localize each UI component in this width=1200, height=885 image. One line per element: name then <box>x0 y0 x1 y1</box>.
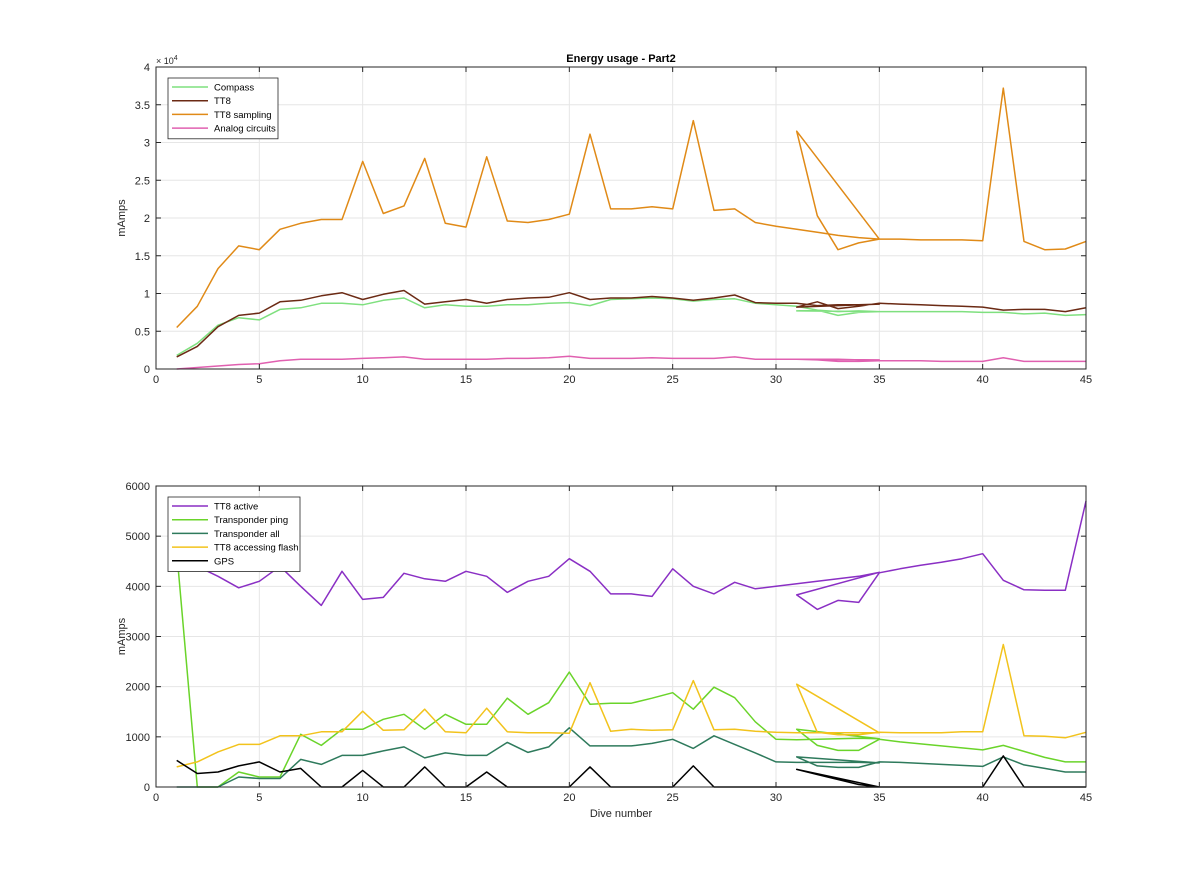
legend-entry: Compass <box>214 83 254 94</box>
x-tick-label: 0 <box>153 374 159 386</box>
x-tick-label: 40 <box>977 792 989 804</box>
series-line-4 <box>176 643 1087 768</box>
x-tick-label: 10 <box>357 374 369 386</box>
legend-entry: Transponder ping <box>214 515 288 526</box>
x-tick-label: 40 <box>977 374 989 386</box>
x-tick-label: 20 <box>563 792 575 804</box>
legend-entry: TT8 <box>214 96 231 107</box>
series-line-1 <box>176 297 1087 357</box>
x-tick-label: 25 <box>667 374 679 386</box>
y-tick-label: 2 <box>144 213 150 225</box>
y-tick-label: 3000 <box>126 632 150 644</box>
x-tick-label: 15 <box>460 792 472 804</box>
x-tick-label: 25 <box>667 792 679 804</box>
series-line-4 <box>176 355 1086 370</box>
y-tick-label: 3 <box>144 138 150 150</box>
x-tick-label: 10 <box>357 792 369 804</box>
legend-box <box>167 496 301 572</box>
y-tick-label: 1.5 <box>135 251 150 263</box>
y-tick-label: 1 <box>144 289 150 301</box>
y-tick-label: 0 <box>144 782 150 794</box>
chart-panel-2: 0 5 10 15 20 25 30 35 40 45 0 1000 2000 3000 4000 5000 6… <box>116 481 1092 820</box>
y-tick-label: 6000 <box>126 481 150 493</box>
y-tick-label: 4000 <box>126 581 150 593</box>
x-tick-label: 45 <box>1080 792 1092 804</box>
chart-title: Energy usage - Part2 <box>566 53 675 65</box>
series-line-1 <box>176 500 1087 611</box>
legend-entry: Analog circuits <box>214 124 276 135</box>
x-tick-label: 30 <box>770 374 782 386</box>
x-tick-label: 5 <box>256 792 262 804</box>
series-line-3 <box>176 727 1086 788</box>
y-axis-label: mAmps <box>116 617 128 655</box>
chart-panel-1: 0 5 10 15 20 25 30 35 40 45 0 0.5 1 1.5 2 2.5 3 3.5 4 × 104… <box>116 53 1092 386</box>
y-tick-label: 4 <box>144 62 150 74</box>
legend-entry: TT8 accessing flash <box>214 543 298 554</box>
y-tick-label: 2.5 <box>135 175 150 187</box>
y-tick-label: 5000 <box>126 531 150 543</box>
x-tick-label: 20 <box>563 374 575 386</box>
legend-entry: TT8 active <box>214 502 258 513</box>
x-tick-label: 15 <box>460 374 472 386</box>
legend-entry: TT8 sampling <box>214 110 272 121</box>
legend-entry: GPS <box>214 556 234 567</box>
y-tick-label: 2000 <box>126 682 150 694</box>
legend: Compass TT8 TT8 sampling Analog circuits <box>167 77 279 140</box>
series-line-2 <box>176 289 1087 358</box>
x-tick-label: 5 <box>256 374 262 386</box>
y-exponent-label: × 104 <box>156 55 178 66</box>
legend: TT8 active Transponder ping Transponder al… <box>167 496 301 572</box>
x-tick-label: 30 <box>770 792 782 804</box>
x-tick-label: 35 <box>873 374 885 386</box>
legend-entry: Transponder all <box>214 529 280 540</box>
y-tick-label: 0.5 <box>135 326 150 338</box>
y-tick-label: 3.5 <box>135 100 150 112</box>
x-axis-label: Dive number <box>590 808 653 820</box>
x-tick-label: 35 <box>873 792 885 804</box>
x-tick-label: 45 <box>1080 374 1092 386</box>
x-tick-label: 0 <box>153 792 159 804</box>
y-tick-label: 1000 <box>126 732 150 744</box>
series-line-3 <box>176 87 1087 329</box>
y-axis-label: mAmps <box>116 199 128 237</box>
y-tick-label: 0 <box>144 364 150 376</box>
